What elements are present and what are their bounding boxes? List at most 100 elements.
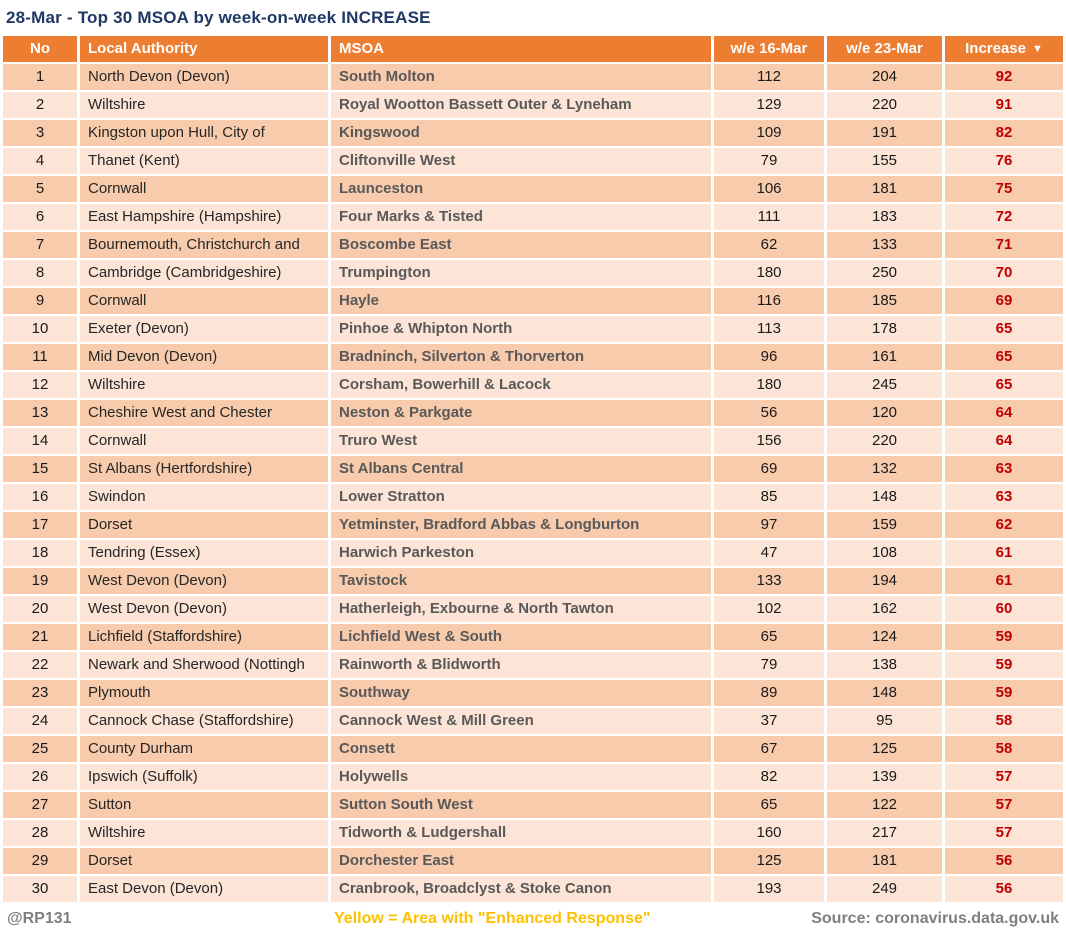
increase-cell: 58 <box>945 736 1063 762</box>
increase-cell: 56 <box>945 848 1063 874</box>
we-16-mar-cell: 56 <box>714 400 824 426</box>
increase-cell: 58 <box>945 708 1063 734</box>
we-23-mar-cell: 148 <box>827 484 942 510</box>
we-23-mar-cell: 148 <box>827 680 942 706</box>
we-23-mar-cell: 108 <box>827 540 942 566</box>
we-16-mar-cell: 160 <box>714 820 824 846</box>
row-number-cell: 25 <box>3 736 77 762</box>
table-row: 12 Wiltshire Corsham, Bowerhill & Lacock 18… <box>3 372 1063 398</box>
we-16-mar-cell: 116 <box>714 288 824 314</box>
local-authority-cell: Wiltshire <box>80 372 328 398</box>
we-23-mar-cell: 120 <box>827 400 942 426</box>
row-number-cell: 23 <box>3 680 77 706</box>
increase-cell: 75 <box>945 176 1063 202</box>
table-row: 20 West Devon (Devon) Hatherleigh, Exbourn… <box>3 596 1063 622</box>
msoa-cell: Lichfield West & South <box>331 624 711 650</box>
increase-cell: 76 <box>945 148 1063 174</box>
column-header-we-23-mar: w/e 23-Mar <box>827 36 942 62</box>
increase-cell: 60 <box>945 596 1063 622</box>
increase-cell: 65 <box>945 372 1063 398</box>
table-row: 8 Cambridge (Cambridgeshire) Trumpington 18… <box>3 260 1063 286</box>
we-23-mar-cell: 161 <box>827 344 942 370</box>
we-23-mar-cell: 217 <box>827 820 942 846</box>
local-authority-cell: North Devon (Devon) <box>80 64 328 90</box>
row-number-cell: 30 <box>3 876 77 902</box>
column-header-increase[interactable]: Increase ▼ <box>945 36 1063 62</box>
we-23-mar-cell: 132 <box>827 456 942 482</box>
we-23-mar-cell: 245 <box>827 372 942 398</box>
we-16-mar-cell: 82 <box>714 764 824 790</box>
row-number-cell: 10 <box>3 316 77 342</box>
we-16-mar-cell: 113 <box>714 316 824 342</box>
increase-cell: 56 <box>945 876 1063 902</box>
we-16-mar-cell: 67 <box>714 736 824 762</box>
local-authority-cell: East Devon (Devon) <box>80 876 328 902</box>
local-authority-cell: West Devon (Devon) <box>80 596 328 622</box>
we-16-mar-cell: 156 <box>714 428 824 454</box>
local-authority-cell: Kingston upon Hull, City of <box>80 120 328 146</box>
increase-cell: 59 <box>945 624 1063 650</box>
msoa-cell: Truro West <box>331 428 711 454</box>
increase-cell: 65 <box>945 316 1063 342</box>
increase-cell: 63 <box>945 484 1063 510</box>
legend-note: Yellow = Area with "Enhanced Response" <box>334 909 651 927</box>
we-16-mar-cell: 180 <box>714 260 824 286</box>
row-number-cell: 2 <box>3 92 77 118</box>
we-23-mar-cell: 159 <box>827 512 942 538</box>
increase-cell: 64 <box>945 428 1063 454</box>
row-number-cell: 22 <box>3 652 77 678</box>
we-16-mar-cell: 106 <box>714 176 824 202</box>
we-23-mar-cell: 204 <box>827 64 942 90</box>
local-authority-cell: Sutton <box>80 792 328 818</box>
increase-cell: 57 <box>945 820 1063 846</box>
column-header-msoa: MSOA <box>331 36 711 62</box>
msoa-cell: Neston & Parkgate <box>331 400 711 426</box>
row-number-cell: 4 <box>3 148 77 174</box>
local-authority-cell: County Durham <box>80 736 328 762</box>
local-authority-cell: Cornwall <box>80 428 328 454</box>
table-row: 3 Kingston upon Hull, City of Kingswood 109… <box>3 120 1063 146</box>
we-16-mar-cell: 65 <box>714 624 824 650</box>
row-number-cell: 3 <box>3 120 77 146</box>
we-16-mar-cell: 111 <box>714 204 824 230</box>
we-23-mar-cell: 250 <box>827 260 942 286</box>
table-body: 1 North Devon (Devon) South Molton 112 204 92… <box>3 64 1063 902</box>
local-authority-cell: West Devon (Devon) <box>80 568 328 594</box>
we-23-mar-cell: 138 <box>827 652 942 678</box>
local-authority-cell: Swindon <box>80 484 328 510</box>
row-number-cell: 13 <box>3 400 77 426</box>
msoa-cell: Boscombe East <box>331 232 711 258</box>
we-23-mar-cell: 124 <box>827 624 942 650</box>
msoa-cell: Sutton South West <box>331 792 711 818</box>
column-header-no: No <box>3 36 77 62</box>
local-authority-cell: Dorset <box>80 848 328 874</box>
msoa-cell: Kingswood <box>331 120 711 146</box>
table-row: 21 Lichfield (Staffordshire) Lichfield Wes… <box>3 624 1063 650</box>
row-number-cell: 29 <box>3 848 77 874</box>
increase-cell: 61 <box>945 540 1063 566</box>
table-row: 24 Cannock Chase (Staffordshire) Cannock W… <box>3 708 1063 734</box>
local-authority-cell: Cornwall <box>80 176 328 202</box>
table-row: 26 Ipswich (Suffolk) Holywells 82 139 57 <box>3 764 1063 790</box>
msoa-cell: Consett <box>331 736 711 762</box>
row-number-cell: 20 <box>3 596 77 622</box>
table-row: 30 East Devon (Devon) Cranbrook, Broadclys… <box>3 876 1063 902</box>
table-row: 15 St Albans (Hertfordshire) St Albans Cen… <box>3 456 1063 482</box>
table-row: 22 Newark and Sherwood (Nottingh Rainworth… <box>3 652 1063 678</box>
msoa-cell: Tidworth & Ludgershall <box>331 820 711 846</box>
msoa-cell: Cranbrook, Broadclyst & Stoke Canon <box>331 876 711 902</box>
table-row: 19 West Devon (Devon) Tavistock 133 194 61 <box>3 568 1063 594</box>
we-23-mar-cell: 95 <box>827 708 942 734</box>
row-number-cell: 6 <box>3 204 77 230</box>
we-16-mar-cell: 125 <box>714 848 824 874</box>
local-authority-cell: St Albans (Hertfordshire) <box>80 456 328 482</box>
we-23-mar-cell: 162 <box>827 596 942 622</box>
we-16-mar-cell: 47 <box>714 540 824 566</box>
we-16-mar-cell: 109 <box>714 120 824 146</box>
table-row: 9 Cornwall Hayle 116 185 69 <box>3 288 1063 314</box>
msoa-cell: Tavistock <box>331 568 711 594</box>
local-authority-cell: Newark and Sherwood (Nottingh <box>80 652 328 678</box>
we-16-mar-cell: 89 <box>714 680 824 706</box>
msoa-cell: Cliftonville West <box>331 148 711 174</box>
local-authority-cell: Lichfield (Staffordshire) <box>80 624 328 650</box>
